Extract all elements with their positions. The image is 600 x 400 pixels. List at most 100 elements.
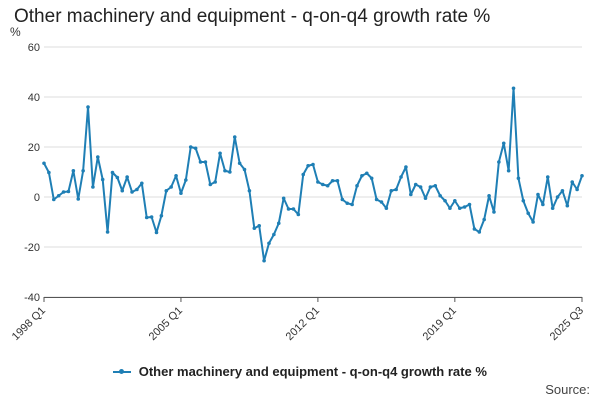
data-point xyxy=(301,172,306,177)
data-point xyxy=(66,189,71,194)
data-point xyxy=(47,170,51,175)
data-point xyxy=(135,187,139,192)
x-tick-label: 2025 Q3 xyxy=(548,305,586,343)
data-point xyxy=(154,230,159,235)
y-tick-label: -20 xyxy=(24,242,40,254)
data-point xyxy=(159,213,164,218)
data-point xyxy=(550,206,555,211)
data-point xyxy=(96,155,100,159)
legend-label: Other machinery and equipment - q-on-q4 … xyxy=(138,364,487,379)
data-point xyxy=(448,206,452,211)
data-point xyxy=(438,193,442,198)
data-point xyxy=(443,198,447,203)
x-tick-label: 2019 Q1 xyxy=(421,305,459,343)
data-point xyxy=(335,178,340,183)
data-point xyxy=(497,160,501,164)
data-point xyxy=(492,210,496,214)
source-label: Source: xyxy=(545,382,590,397)
data-point xyxy=(203,160,208,164)
data-point xyxy=(311,162,315,167)
data-point xyxy=(545,175,550,179)
data-point xyxy=(120,188,125,193)
data-point xyxy=(257,223,262,228)
data-point xyxy=(575,187,579,192)
data-point xyxy=(213,180,217,184)
data-point xyxy=(399,175,403,179)
data-point xyxy=(242,167,247,172)
data-point xyxy=(193,146,198,151)
data-point xyxy=(105,230,110,234)
data-point xyxy=(188,145,193,149)
data-point xyxy=(462,205,467,209)
data-point xyxy=(281,196,286,201)
data-point xyxy=(262,258,266,263)
y-tick-label: 0 xyxy=(34,192,40,204)
data-point xyxy=(100,177,105,182)
data-point xyxy=(457,206,462,211)
data-point xyxy=(384,206,389,211)
data-point xyxy=(144,215,149,220)
chart-title: Other machinery and equipment - q-on-q4 … xyxy=(14,6,491,27)
y-tick-label: -40 xyxy=(24,292,40,304)
data-point xyxy=(296,212,301,217)
data-point xyxy=(325,183,330,188)
y-tick-label: 20 xyxy=(28,142,40,154)
data-point xyxy=(247,188,252,193)
data-point xyxy=(252,226,257,231)
y-tick-label: 60 xyxy=(28,42,40,54)
data-point xyxy=(320,182,325,187)
data-point xyxy=(428,185,433,189)
legend-line-marker-icon xyxy=(113,368,132,374)
x-tick-label: 1998 Q1 xyxy=(10,305,48,343)
data-point xyxy=(91,185,95,189)
data-point xyxy=(208,182,213,187)
data-point xyxy=(360,173,364,178)
data-point xyxy=(267,241,271,246)
data-point xyxy=(418,185,423,189)
data-point xyxy=(374,197,379,202)
data-point xyxy=(565,203,570,208)
data-point xyxy=(140,181,144,186)
data-point xyxy=(42,161,46,166)
data-point xyxy=(350,202,354,207)
series-layer xyxy=(42,86,584,263)
data-point xyxy=(433,183,438,188)
data-point xyxy=(179,191,183,196)
data-point xyxy=(472,227,477,231)
x-axis: 1998 Q1 2005 Q1 2012 Q1 2019 Q1 2025 Q3 xyxy=(10,297,586,343)
data-point xyxy=(272,232,276,237)
data-point xyxy=(482,217,486,222)
data-point xyxy=(115,175,120,180)
data-point xyxy=(516,176,521,181)
data-point xyxy=(379,200,384,204)
data-point xyxy=(228,170,232,174)
data-point xyxy=(276,221,281,226)
data-point xyxy=(291,207,296,211)
series-line xyxy=(43,87,583,262)
data-point xyxy=(521,198,526,203)
y-tick-label: 40 xyxy=(28,92,40,104)
data-point xyxy=(306,163,310,168)
data-point xyxy=(110,170,115,175)
data-point xyxy=(365,171,369,176)
data-point xyxy=(125,175,129,179)
data-point xyxy=(570,180,575,184)
data-point xyxy=(130,190,134,194)
data-point xyxy=(511,86,516,91)
grid-lines xyxy=(44,46,582,298)
data-point xyxy=(453,198,457,203)
legend[interactable]: Other machinery and equipment - q-on-q4 … xyxy=(0,364,600,379)
data-point xyxy=(501,141,506,146)
data-point xyxy=(184,178,188,182)
data-point xyxy=(355,183,359,188)
data-point xyxy=(164,188,169,193)
y-axis: % 60 40 20 0 -20 -40 xyxy=(10,25,40,304)
data-point xyxy=(286,207,291,211)
data-point xyxy=(345,201,350,206)
data-point xyxy=(531,220,535,224)
data-point xyxy=(487,193,491,198)
data-point xyxy=(536,192,540,197)
data-point xyxy=(330,178,335,183)
data-point xyxy=(541,202,545,207)
